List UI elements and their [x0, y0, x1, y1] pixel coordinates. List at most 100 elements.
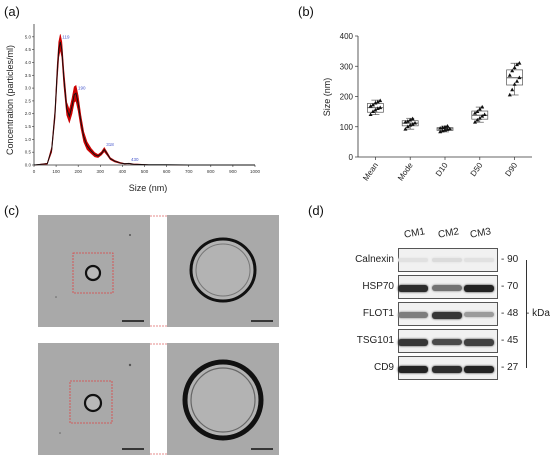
chart-a-y-tick-label: 5.0: [25, 34, 32, 39]
chart-b-point: [373, 107, 378, 112]
chart-b-point: [375, 99, 380, 104]
chart-b-point: [515, 62, 519, 67]
chart-b-point: [371, 102, 375, 107]
panel-label-d: (d): [308, 203, 324, 218]
chart-b-point: [375, 106, 380, 110]
chart-b-point: [405, 119, 410, 123]
chart-b-point: [475, 117, 480, 122]
blot-row-label: FLOT1: [362, 308, 394, 319]
chart-a-x-tick-label: 800: [207, 169, 215, 174]
size-boxplot-chart: 0 100 200 300 400 Mean Mode D10 D50 D90 Size (nm): [322, 32, 532, 183]
chart-a-peak-label: 119: [62, 34, 70, 39]
blot-band: [464, 366, 494, 373]
chart-a-ylabel: Concentration (particles/ml): [5, 45, 15, 155]
blot-kda-marker: - 90: [501, 254, 519, 265]
chart-a-peak-label: 430: [131, 157, 139, 162]
blot-band: [398, 285, 428, 292]
chart-b-point: [482, 112, 487, 117]
blot-row-label: Calnexin: [355, 254, 394, 265]
blot-lane-label: CM1: [403, 226, 426, 241]
chart-b-point: [378, 105, 383, 110]
panel-label-c: (c): [4, 203, 20, 218]
chart-b-point: [473, 120, 477, 124]
chart-b-x-tick-label: D10: [434, 161, 450, 179]
tem-image-2-zoom: [167, 343, 279, 455]
chart-a-error-band-area: [33, 34, 255, 166]
blot-band: [398, 366, 428, 373]
blot-row-label: TSG101: [356, 335, 394, 346]
blot-kda-marker: - 70: [501, 281, 519, 292]
chart-a-y-tick-label: 3.5: [25, 73, 32, 78]
chart-b-point: [403, 126, 408, 131]
blot-kda-marker: - 48: [501, 308, 519, 319]
blot-strip: [398, 329, 498, 353]
blot-band: [432, 366, 462, 373]
chart-b-point: [403, 120, 408, 124]
chart-a-y-tick-label: 1.0: [25, 137, 32, 142]
chart-a-y-tick-label: 4.5: [25, 47, 32, 52]
chart-b-point: [507, 92, 512, 97]
tem-image-1-overview: [38, 215, 150, 327]
chart-b-point: [410, 116, 415, 121]
chart-b-point: [373, 100, 378, 105]
chart-a-x-tick-label: 300: [97, 169, 105, 174]
blot-kda-marker: - 27: [501, 362, 519, 373]
blot-band: [432, 285, 462, 291]
chart-b-point: [371, 109, 375, 114]
chart-b-x-tick-label: D50: [469, 161, 485, 179]
blot-row-label: HSP70: [362, 281, 394, 292]
chart-b-x-tick-label: D90: [503, 161, 519, 179]
chart-a-peak-label: 318: [106, 142, 114, 147]
blot-band: [398, 312, 428, 318]
blot-unit-label: - kDa: [526, 308, 550, 319]
chart-b-point: [517, 75, 522, 80]
chart-b-boxes: [367, 61, 523, 134]
nta-size-distribution-chart: 0 100 200 300 400 500 600 700 800 900 1000 0.0 0.5 1.…: [5, 24, 261, 193]
chart-b-y-tick-label: 400: [340, 32, 354, 41]
blot-band: [398, 339, 428, 346]
blot-lane-label: CM2: [437, 226, 460, 241]
blot-row-label: CD9: [373, 362, 394, 373]
blot-band: [464, 258, 494, 263]
chart-b-x-tick-label: Mean: [361, 161, 380, 183]
chart-a-error-band: [33, 34, 255, 166]
blot-band: [464, 339, 494, 346]
chart-a-x-tick-label: 1000: [250, 169, 261, 174]
chart-a-x-tick-label: 100: [52, 169, 60, 174]
chart-b-point: [510, 87, 515, 92]
chart-b-x-tick-label: Mode: [396, 161, 415, 183]
blot-band: [464, 312, 494, 318]
tem-image-2-overview: [38, 343, 150, 455]
chart-b-point: [447, 126, 452, 131]
chart-b-point: [512, 82, 517, 86]
chart-b-point: [440, 128, 445, 133]
chart-b-y-tick-label: 200: [340, 93, 354, 102]
chart-b-point: [378, 98, 383, 103]
chart-a-y-tick-label: 2.0: [25, 111, 32, 116]
chart-a-y-tick-label: 0.0: [25, 163, 32, 168]
blot-strip: [398, 356, 498, 380]
chart-b-point: [517, 61, 522, 65]
chart-a-series-line: [33, 41, 255, 166]
chart-b-point: [515, 79, 519, 83]
chart-a-x-tick-label: 700: [185, 169, 193, 174]
blot-kda-marker: - 45: [501, 335, 519, 346]
chart-b-y-tick-label: 300: [340, 62, 354, 71]
chart-a-y-tick-label: 0.5: [25, 150, 32, 155]
chart-b-point: [512, 65, 517, 70]
chart-b-point: [473, 110, 477, 115]
chart-b-point: [443, 124, 447, 129]
chart-a-peak-label: 190: [78, 86, 86, 91]
chart-a-peak-labels: 119 190 318 430: [62, 34, 139, 162]
chart-a-xlabel: Size (nm): [129, 183, 168, 193]
chart-b-point: [368, 112, 373, 117]
chart-a-x-tick-label: 0: [33, 169, 36, 174]
chart-a-x-tick-label: 600: [163, 169, 171, 174]
blot-strip: [398, 275, 498, 299]
blot-band: [398, 258, 428, 263]
chart-a-x-tick-label: 900: [229, 169, 237, 174]
chart-b-point: [410, 122, 415, 126]
chart-a-x-tick-label: 400: [119, 169, 127, 174]
blot-band: [432, 312, 462, 319]
panel-label-b: (b): [298, 4, 314, 19]
